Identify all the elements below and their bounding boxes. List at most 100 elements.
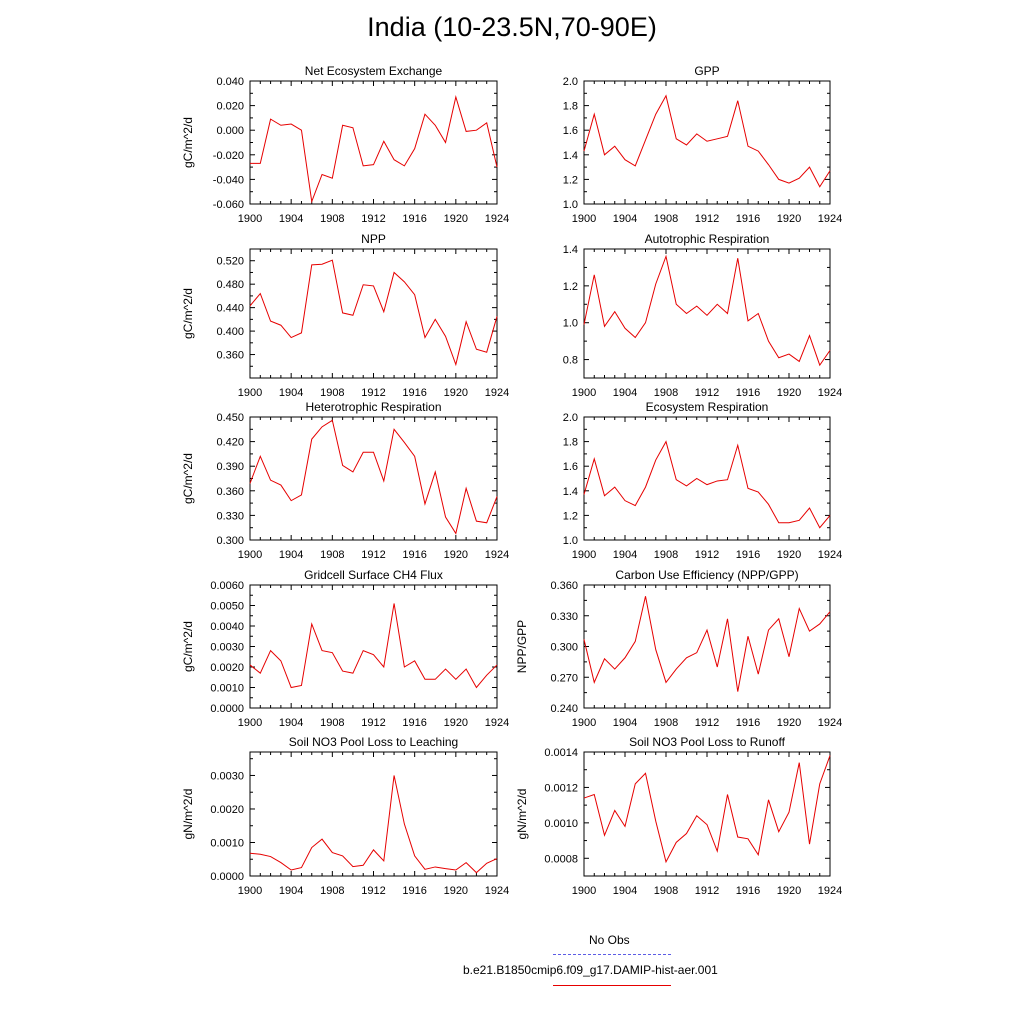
y-tick-label: 1.0 (563, 318, 578, 330)
y-tick-label: 0.0012 (544, 782, 578, 794)
y-tick-label: 0.400 (216, 326, 244, 338)
plot-frame (583, 248, 831, 379)
y-tick-label: 0.390 (216, 461, 244, 473)
y-tick-label: 0.360 (216, 350, 244, 362)
series-line-0 (583, 94, 831, 188)
x-tick-label: 1912 (695, 387, 719, 399)
y-tick-label: 0.520 (216, 256, 244, 268)
y-tick-label: 0.8 (563, 355, 578, 367)
x-tick-label: 1920 (777, 717, 801, 729)
chart-ecosystem-respiration: Ecosystem Respiration 1900 1904 1908 1912 191… (563, 400, 843, 561)
x-tick-label: 1900 (238, 387, 262, 399)
y-tick-label: 1.0 (563, 199, 578, 211)
y-axis-label: gC/m^2/d (181, 288, 195, 339)
x-tick-label: 1908 (654, 387, 678, 399)
y-tick-label: 0.420 (216, 437, 244, 449)
y-tick-label: 0.040 (216, 76, 244, 88)
y-tick-label: 1.4 (563, 150, 578, 162)
y-axis-label: gN/m^2/d (515, 789, 529, 840)
x-tick-label: 1904 (279, 213, 303, 225)
series-line-0 (249, 419, 498, 535)
x-tick-label: 1904 (279, 387, 303, 399)
y-axis-label: NPP/GPP (515, 620, 529, 673)
chart-soil-no3-pool-loss-to-leaching: Soil NO3 Pool Loss to Leaching gN/m^2/d 19… (181, 735, 509, 897)
y-tick-label: 0.300 (216, 535, 244, 547)
x-tick-label: 1924 (818, 549, 842, 561)
x-tick-label: 1916 (402, 549, 426, 561)
y-tick-label: 0.360 (550, 580, 578, 592)
x-tick-label: 1908 (320, 549, 344, 561)
x-tick-label: 1912 (361, 885, 385, 897)
x-tick-label: 1924 (818, 717, 842, 729)
x-tick-label: 1920 (777, 213, 801, 225)
x-tick-label: 1916 (736, 387, 760, 399)
x-tick-label: 1908 (320, 213, 344, 225)
chart-soil-no3-pool-loss-to-runoff: Soil NO3 Pool Loss to Runoff gN/m^2/d 1900… (515, 735, 842, 897)
y-tick-label: 0.0010 (210, 837, 244, 849)
x-tick-label: 1904 (279, 717, 303, 729)
chart-net-ecosystem-exchange: Net Ecosystem Exchange gC/m^2/d 1900 1904 19… (181, 64, 509, 225)
y-tick-label: 0.440 (216, 303, 244, 315)
y-tick-label: 0.0050 (210, 601, 244, 613)
plot-frame (583, 584, 831, 709)
x-tick-label: 1904 (613, 717, 637, 729)
x-tick-label: 1916 (736, 885, 760, 897)
x-tick-label: 1920 (777, 885, 801, 897)
x-tick-label: 1908 (654, 717, 678, 729)
y-tick-label: 0.0020 (210, 804, 244, 816)
x-tick-label: 1916 (402, 885, 426, 897)
y-tick-label: 0.000 (216, 125, 244, 137)
y-tick-label: 0.0010 (544, 818, 578, 830)
x-tick-label: 1908 (320, 717, 344, 729)
chart-title: GPP (694, 64, 719, 78)
y-tick-label: 1.4 (563, 244, 578, 256)
chart-gridcell-surface-ch4-flux: Gridcell Surface CH4 Flux gC/m^2/d 1900 190… (181, 568, 509, 729)
plot-frame (249, 80, 498, 205)
y-axis-label: gC/m^2/d (181, 117, 195, 168)
x-tick-label: 1916 (736, 717, 760, 729)
x-tick-label: 1920 (444, 885, 468, 897)
y-tick-label: 1.2 (563, 510, 578, 522)
chart-title: Net Ecosystem Exchange (305, 64, 443, 78)
x-tick-label: 1912 (361, 717, 385, 729)
x-tick-label: 1900 (572, 213, 596, 225)
chart-npp: NPP gC/m^2/d 1900 1904 1908 1912 1916 1920 1924 0… (181, 232, 509, 399)
x-tick-label: 1904 (613, 213, 637, 225)
x-tick-label: 1916 (402, 213, 426, 225)
chart-gpp: GPP 1900 1904 1908 1912 1916 1920 1924 1.0 1.2 1.4… (563, 64, 843, 225)
y-tick-label: 0.330 (550, 611, 578, 623)
x-tick-label: 1904 (279, 549, 303, 561)
x-tick-label: 1900 (572, 387, 596, 399)
y-tick-label: 0.0000 (210, 703, 244, 715)
y-tick-label: 0.0030 (210, 642, 244, 654)
x-tick-label: 1900 (572, 885, 596, 897)
y-tick-label: 0.450 (216, 412, 244, 424)
plot-frame (249, 751, 498, 877)
y-tick-label: 0.0020 (210, 662, 244, 674)
chart-heterotrophic-respiration: Heterotrophic Respiration gC/m^2/d 1900 190… (181, 400, 509, 561)
x-tick-label: 1916 (736, 213, 760, 225)
chart-title: Ecosystem Respiration (646, 400, 769, 414)
series-line-0 (583, 440, 831, 529)
x-tick-label: 1908 (654, 213, 678, 225)
x-tick-label: 1916 (402, 717, 426, 729)
x-tick-label: 1908 (320, 387, 344, 399)
y-tick-label: 1.4 (563, 486, 578, 498)
x-tick-label: 1920 (444, 717, 468, 729)
x-tick-label: 1912 (695, 213, 719, 225)
chart-carbon-use-efficiency-npp-gpp: Carbon Use Efficiency (NPP/GPP) NPP/GPP 19… (515, 568, 842, 729)
x-tick-label: 1916 (402, 387, 426, 399)
x-tick-label: 1912 (361, 213, 385, 225)
x-tick-label: 1924 (485, 885, 509, 897)
y-tick-label: 0.300 (550, 642, 578, 654)
plot-frame (249, 416, 498, 541)
x-tick-label: 1920 (777, 387, 801, 399)
x-tick-label: 1920 (444, 387, 468, 399)
series-line-0 (250, 95, 498, 204)
y-tick-label: 1.0 (563, 535, 578, 547)
series-line-0 (249, 259, 498, 367)
x-tick-label: 1924 (485, 717, 509, 729)
y-tick-label: 0.0010 (210, 683, 244, 695)
x-tick-label: 1900 (238, 549, 262, 561)
